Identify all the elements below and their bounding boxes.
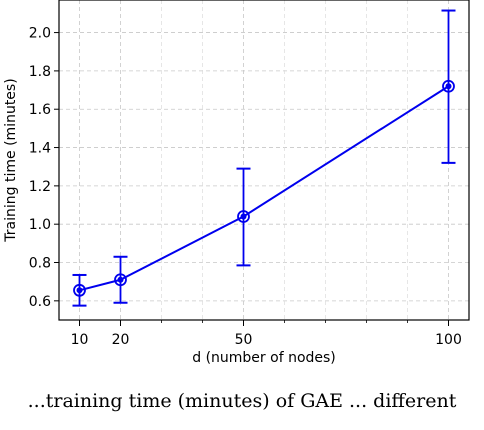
y-tick-label: 0.8: [29, 256, 51, 272]
y-tick-label: 1.8: [29, 64, 51, 80]
data-point-center: [76, 287, 83, 294]
plot-frame: [58, 0, 470, 321]
data-point-center: [240, 213, 247, 220]
y-tick-label: 2.0: [29, 26, 51, 42]
x-tick-label: 100: [435, 332, 462, 348]
y-tick-label: 1.4: [29, 141, 51, 157]
chart: 0.6 0.8 1.0 1.2 1.4 1.6 1.8 2.0 10 20 50 100 d (num…: [3, 0, 470, 366]
y-tick-label: 1.2: [29, 179, 51, 195]
data-point: [73, 283, 86, 297]
x-tick-label: 50: [235, 332, 253, 348]
series-line: [79, 85, 450, 292]
ticks: 0.6 0.8 1.0 1.2 1.4 1.6 1.8 2.0 10 20 50 100: [29, 26, 462, 348]
y-tick-label: 1.0: [29, 217, 51, 233]
data-point-center: [445, 83, 452, 90]
data-point-center: [117, 276, 124, 283]
figure-caption: ...training time (minutes) of GAE ... di…: [27, 390, 457, 412]
y-tick-label: 0.6: [29, 294, 51, 310]
x-tick-label: 20: [112, 332, 130, 348]
data-point: [237, 210, 250, 223]
data-point: [442, 79, 455, 93]
x-axis-label: d (number of nodes): [192, 350, 336, 366]
data-point: [114, 273, 127, 287]
y-tick-label: 1.6: [29, 102, 51, 118]
x-tick-label: 10: [71, 332, 89, 348]
series: [72, 9, 456, 307]
y-axis-label: Training time (minutes): [3, 78, 19, 242]
